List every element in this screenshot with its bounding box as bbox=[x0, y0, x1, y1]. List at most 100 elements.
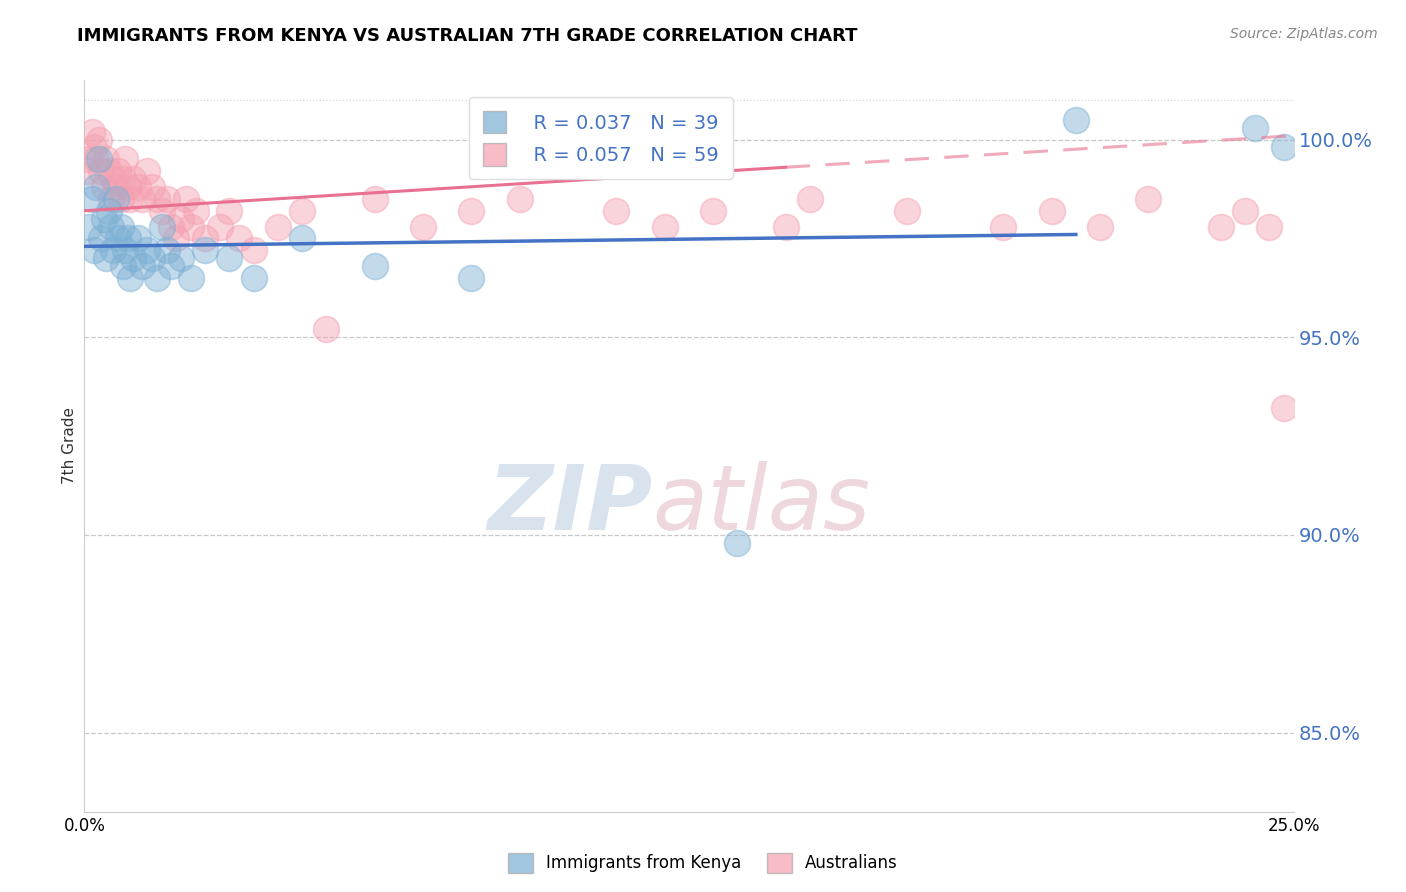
Point bbox=[97, 203, 120, 218]
Point bbox=[160, 259, 183, 273]
Point bbox=[1258, 219, 1281, 234]
Point bbox=[1064, 112, 1087, 127]
Point bbox=[155, 244, 177, 258]
Point bbox=[76, 164, 98, 178]
Point bbox=[150, 203, 173, 218]
Point bbox=[725, 536, 748, 550]
Point bbox=[363, 259, 385, 273]
Point bbox=[87, 132, 110, 146]
Point bbox=[93, 211, 115, 226]
Point bbox=[460, 203, 482, 218]
Point bbox=[107, 231, 129, 245]
Point bbox=[90, 164, 112, 178]
Point bbox=[100, 192, 122, 206]
Point bbox=[315, 322, 337, 336]
Point bbox=[117, 231, 139, 245]
Point bbox=[218, 203, 240, 218]
Point bbox=[242, 271, 264, 285]
Point bbox=[131, 192, 153, 206]
Point bbox=[170, 251, 193, 265]
Point bbox=[150, 219, 173, 234]
Point bbox=[87, 153, 110, 167]
Point bbox=[194, 244, 217, 258]
Point bbox=[702, 203, 724, 218]
Point bbox=[110, 192, 132, 206]
Point bbox=[90, 231, 112, 245]
Point bbox=[1209, 219, 1232, 234]
Point bbox=[94, 251, 117, 265]
Point bbox=[170, 211, 193, 226]
Point bbox=[993, 219, 1015, 234]
Point bbox=[509, 192, 531, 206]
Point bbox=[107, 164, 129, 178]
Point bbox=[412, 219, 434, 234]
Point bbox=[112, 259, 135, 273]
Point bbox=[1272, 401, 1295, 416]
Point bbox=[80, 125, 103, 139]
Point bbox=[86, 180, 108, 194]
Text: atlas: atlas bbox=[652, 460, 870, 549]
Point bbox=[121, 251, 143, 265]
Point bbox=[127, 180, 149, 194]
Text: ZIP: ZIP bbox=[488, 460, 652, 549]
Point bbox=[146, 271, 169, 285]
Point bbox=[131, 259, 153, 273]
Point bbox=[291, 231, 314, 245]
Point bbox=[775, 219, 797, 234]
Point bbox=[77, 219, 100, 234]
Point bbox=[112, 172, 135, 186]
Text: Source: ZipAtlas.com: Source: ZipAtlas.com bbox=[1230, 27, 1378, 41]
Point bbox=[228, 231, 250, 245]
Point bbox=[1272, 140, 1295, 154]
Point bbox=[86, 153, 108, 167]
Legend: Immigrants from Kenya, Australians: Immigrants from Kenya, Australians bbox=[502, 847, 904, 880]
Point bbox=[242, 244, 264, 258]
Point bbox=[180, 219, 202, 234]
Point bbox=[103, 172, 125, 186]
Point bbox=[605, 203, 627, 218]
Point bbox=[174, 192, 197, 206]
Point bbox=[165, 231, 187, 245]
Point bbox=[896, 203, 918, 218]
Point bbox=[291, 203, 314, 218]
Point bbox=[460, 271, 482, 285]
Point bbox=[77, 153, 100, 167]
Text: IMMIGRANTS FROM KENYA VS AUSTRALIAN 7TH GRADE CORRELATION CHART: IMMIGRANTS FROM KENYA VS AUSTRALIAN 7TH … bbox=[77, 27, 858, 45]
Point bbox=[267, 219, 290, 234]
Point bbox=[146, 192, 169, 206]
Point bbox=[97, 164, 120, 178]
Point bbox=[117, 180, 139, 194]
Point bbox=[83, 140, 105, 154]
Point bbox=[136, 164, 159, 178]
Point bbox=[80, 192, 103, 206]
Point bbox=[218, 251, 240, 265]
Point bbox=[1137, 192, 1160, 206]
Point bbox=[104, 180, 127, 194]
Point bbox=[141, 251, 163, 265]
Point bbox=[654, 219, 676, 234]
Point bbox=[1040, 203, 1063, 218]
Point bbox=[136, 244, 159, 258]
Point bbox=[103, 244, 125, 258]
Point bbox=[1243, 120, 1265, 135]
Point bbox=[155, 192, 177, 206]
Point bbox=[121, 172, 143, 186]
Point bbox=[180, 271, 202, 285]
Point bbox=[94, 153, 117, 167]
Point bbox=[194, 231, 217, 245]
Point bbox=[110, 219, 132, 234]
Point bbox=[114, 244, 136, 258]
Point bbox=[799, 192, 821, 206]
Point bbox=[1234, 203, 1257, 218]
Y-axis label: 7th Grade: 7th Grade bbox=[62, 408, 77, 484]
Point bbox=[363, 192, 385, 206]
Point bbox=[93, 180, 115, 194]
Point bbox=[104, 192, 127, 206]
Point bbox=[127, 231, 149, 245]
Point bbox=[1088, 219, 1111, 234]
Point bbox=[100, 219, 122, 234]
Legend:   R = 0.037   N = 39,   R = 0.057   N = 59: R = 0.037 N = 39, R = 0.057 N = 59 bbox=[470, 97, 733, 179]
Point bbox=[184, 203, 207, 218]
Point bbox=[120, 271, 142, 285]
Point bbox=[114, 153, 136, 167]
